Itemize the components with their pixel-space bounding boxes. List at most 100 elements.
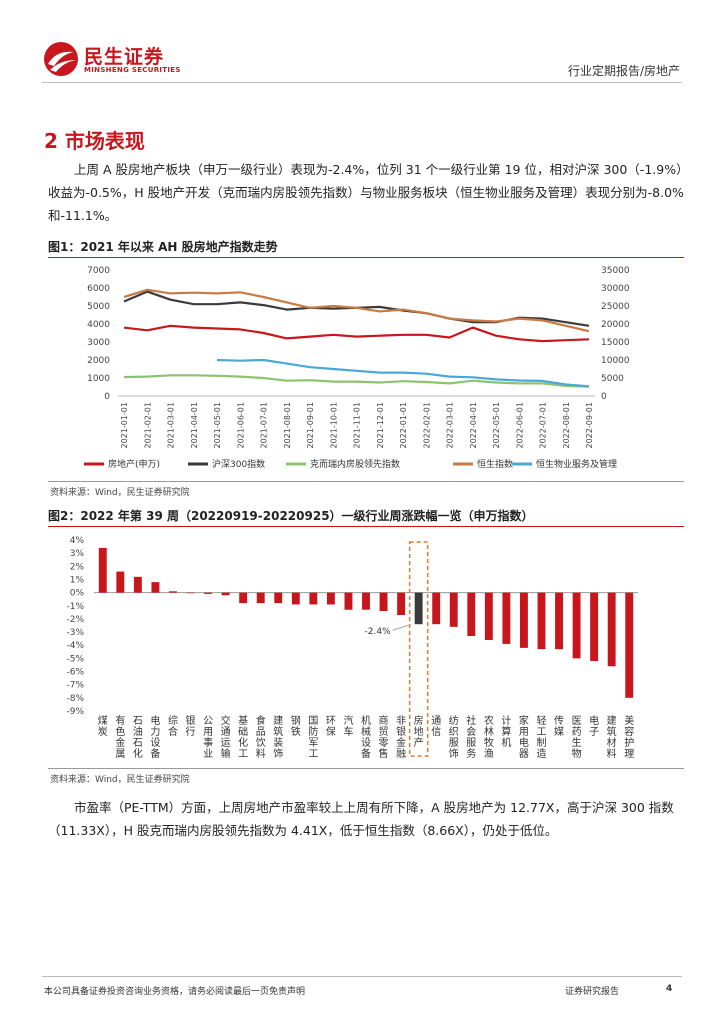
left-axis-tick: 0 [104, 392, 110, 402]
bar [239, 592, 248, 604]
x-axis-tick: 2021-06-01 [236, 402, 245, 449]
x-axis-tick: 2022-05-01 [492, 402, 501, 449]
category-label: 通 [221, 726, 231, 738]
category-label: 金 [115, 736, 125, 749]
figure2-title: 图2：2022 年第 39 周（20220919-20220925）一级行业周涨… [48, 509, 534, 523]
bar-chart: 4% 3% 2% 1% 0% -1% -2% -3% -4% -5% -6% -7% -8% -9% 煤炭有… [66, 536, 638, 760]
y-axis-tick: -5% [66, 654, 84, 664]
category-label: 汽 [343, 714, 353, 727]
y-axis-tick: -7% [66, 681, 84, 691]
category-label: 零 [379, 737, 389, 749]
category-label: 化 [133, 747, 143, 760]
category-label: 行 [186, 725, 196, 738]
brand-name-en: MINSHENG SECURITIES [84, 66, 181, 74]
category-label: 理 [624, 748, 634, 760]
category-label: 轻 [536, 714, 546, 727]
category-label: 商 [379, 714, 389, 727]
bar [344, 592, 353, 610]
category-label: 设 [361, 737, 371, 749]
x-axis-tick: 2022-01-01 [399, 402, 408, 449]
category-label: 牧 [484, 736, 494, 749]
figure2-chart: 4% 3% 2% 1% 0% -1% -2% -3% -4% -5% -6% -7% -8% -9% 煤炭有… [60, 530, 680, 766]
x-axis-tick: 2021-07-01 [260, 402, 269, 449]
bar [362, 592, 370, 610]
bar [274, 592, 283, 604]
y-axis-tick: -3% [66, 628, 84, 638]
right-axis-tick: 30000 [601, 284, 630, 294]
x-axis-tick: 2022-04-01 [469, 402, 478, 449]
x-axis-tick: 2021-09-01 [306, 402, 315, 449]
bar [379, 592, 388, 612]
bar [291, 592, 300, 605]
bar [116, 571, 125, 593]
bar [133, 576, 142, 593]
header-divider [42, 82, 682, 83]
x-axis-tick: 2021-04-01 [190, 402, 199, 449]
bar [502, 592, 511, 644]
bar [467, 592, 476, 637]
category-label: 备 [150, 747, 160, 760]
category-label: 信 [431, 726, 441, 738]
category-label: 综 [168, 714, 178, 727]
x-axis-tick: 2021-11-01 [353, 402, 362, 449]
bar [537, 592, 546, 650]
category-label: 品 [256, 726, 266, 738]
right-axis-tick: 25000 [601, 302, 630, 312]
x-axis-tick: 2021-02-01 [143, 402, 152, 449]
y-axis-tick: -2% [66, 615, 84, 625]
left-axis-tick: 3000 [87, 338, 110, 348]
category-label: 电 [150, 714, 160, 727]
category-label: 业 [203, 748, 213, 760]
category-label: 务 [466, 747, 476, 760]
category-label: 饰 [449, 747, 459, 760]
category-label: 国 [308, 715, 318, 727]
legend-label: 沪深300指数 [212, 458, 265, 470]
category-label: 炭 [98, 726, 108, 738]
bar [519, 592, 528, 648]
category-label: 计 [501, 714, 511, 727]
category-label: 会 [466, 725, 476, 738]
figure1-source: 资料来源：Wind，民生证券研究院 [50, 488, 190, 498]
category-label: 筑 [607, 725, 617, 738]
category-label: 钢 [291, 714, 301, 727]
category-label: 房 [414, 714, 424, 727]
category-label: 药 [572, 726, 582, 738]
highlight-box [408, 541, 429, 757]
category-label: 公 [203, 716, 213, 727]
highlight-bar [414, 592, 423, 625]
y-axis-tick: -8% [66, 694, 84, 704]
category-label: 银 [186, 714, 196, 727]
category-label: 通 [431, 715, 441, 727]
bar [309, 592, 318, 605]
category-label: 力 [150, 725, 160, 738]
category-label: 融 [396, 748, 406, 760]
category-label: 交 [221, 714, 231, 727]
category-label: 服 [466, 737, 476, 749]
category-label: 石 [133, 738, 143, 749]
category-label: 饰 [273, 747, 283, 760]
brand-logo: 民生证券 MINSHENG SECURITIES [42, 40, 182, 80]
category-label: 基 [238, 714, 248, 727]
category-label: 器 [519, 748, 529, 760]
category-label: 车 [343, 725, 353, 738]
category-label: 料 [256, 747, 266, 760]
category-label: 渔 [484, 748, 494, 760]
y-axis-tick: -9% [66, 707, 84, 717]
x-axis-tick: 2022-07-01 [539, 402, 548, 449]
x-axis-tick: 2022-09-01 [585, 402, 594, 449]
paragraph-market-performance: 上周 A 股房地产板块（申万一级行业）表现为-2.4%，位列 31 个一级行业第… [48, 162, 684, 223]
footer-divider [42, 976, 682, 977]
legend-label: 恒生物业服务及管理 [536, 458, 617, 470]
category-label: 饮 [256, 736, 266, 749]
legend-label: 恒生指数 [477, 458, 513, 470]
category-label: 工 [238, 749, 248, 760]
bar [572, 592, 581, 659]
figure1-title: 图1：2021 年以来 AH 股房地产指数走势 [48, 240, 278, 254]
bar [625, 592, 634, 698]
figure2-source: 资料来源：Wind，民生证券研究院 [50, 775, 190, 785]
y-axis-tick: 3% [70, 549, 85, 559]
bar [221, 592, 230, 596]
bar [98, 547, 107, 593]
bar [607, 592, 616, 667]
category-label: 工 [536, 727, 546, 738]
